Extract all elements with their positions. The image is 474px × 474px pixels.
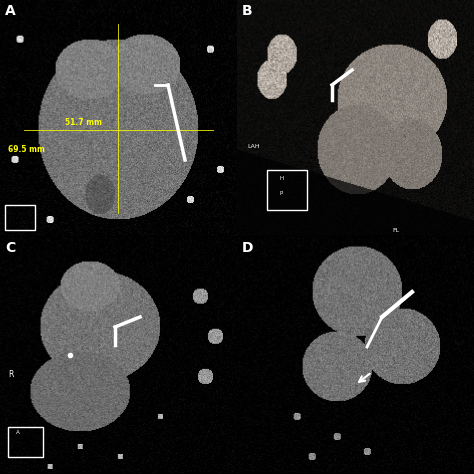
Text: A: A bbox=[16, 430, 20, 435]
Text: B: B bbox=[242, 4, 253, 18]
Text: 51.7 mm: 51.7 mm bbox=[65, 118, 102, 127]
Text: A: A bbox=[5, 4, 16, 18]
Text: H: H bbox=[279, 176, 283, 181]
Text: FL: FL bbox=[392, 228, 399, 233]
Text: D: D bbox=[242, 241, 254, 255]
Text: P: P bbox=[279, 191, 282, 196]
Text: R: R bbox=[8, 370, 13, 379]
Text: LAH: LAH bbox=[247, 144, 260, 149]
Text: 69.5 mm: 69.5 mm bbox=[8, 145, 45, 154]
Text: C: C bbox=[5, 241, 15, 255]
